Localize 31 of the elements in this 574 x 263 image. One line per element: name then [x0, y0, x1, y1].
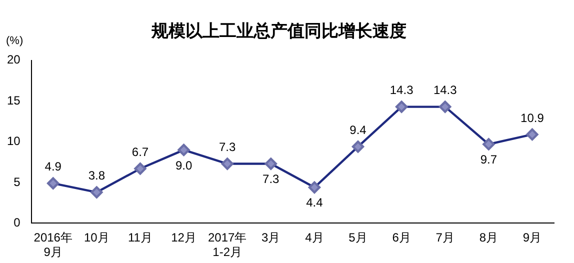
x-tick-label: 2016年 9月	[34, 230, 72, 260]
data-label: 3.8	[88, 168, 106, 183]
data-label: 10.9	[520, 110, 544, 125]
x-tick-label: 10月	[84, 230, 110, 245]
data-label: 9.0	[175, 158, 192, 172]
data-label: 7.3	[219, 140, 236, 154]
x-tick-label: 8月	[479, 230, 498, 245]
x-tick-label: 12月	[171, 230, 196, 245]
x-tick-label: 6月	[392, 230, 411, 245]
data-label: 14.3	[433, 83, 458, 98]
x-tick-label: 9月	[522, 230, 542, 245]
y-tick-label: 15	[6, 93, 21, 108]
data-label: 7.3	[262, 172, 280, 186]
y-tick-label: 5	[14, 174, 21, 189]
chart-title: 规模以上工业总产值同比增长速度	[150, 22, 406, 42]
x-tick-label: 3月	[262, 230, 280, 245]
x-tick-label: 11月	[128, 230, 152, 245]
y-tick-label: 0	[14, 216, 21, 230]
x-tick-label: 7月	[436, 230, 454, 245]
data-label: 9.4	[350, 122, 367, 137]
data-label: 4.9	[44, 160, 62, 174]
data-label: 14.3	[390, 83, 414, 98]
data-label: 6.7	[132, 144, 149, 159]
y-tick-label: 20	[6, 52, 21, 67]
x-tick-label: 5月	[348, 230, 368, 245]
x-tick-label: 2017年 1-2月	[208, 230, 247, 260]
y-axis-title: (%)	[6, 34, 24, 47]
data-label: 4.4	[306, 196, 324, 210]
data-label: 9.7	[480, 152, 498, 167]
x-tick-label: 4月	[305, 230, 324, 245]
y-tick-label: 10	[6, 134, 21, 148]
